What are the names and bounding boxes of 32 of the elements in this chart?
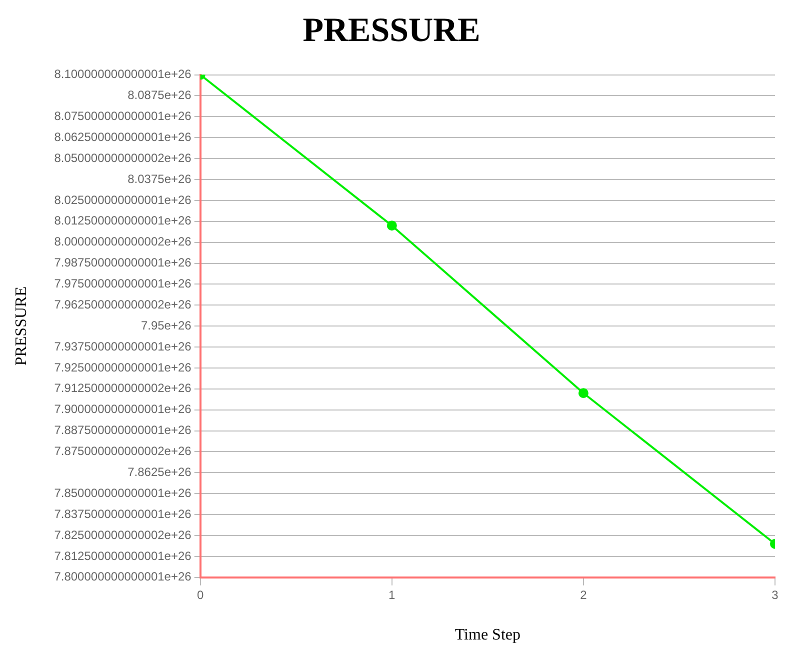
- y-tick-label: 8.025000000000001e+26: [54, 192, 192, 207]
- y-tick-label: 8.0875e+26: [128, 88, 192, 102]
- y-tick-label: 8.075000000000001e+26: [54, 108, 192, 123]
- y-tick-label: 7.800000000000001e+26: [54, 570, 192, 584]
- x-axis-title: Time Step: [454, 626, 520, 644]
- y-tick-label: 7.812500000000001e+26: [54, 548, 192, 563]
- y-tick-label: 8.012500000000001e+26: [54, 214, 192, 228]
- x-tick-label: 0: [197, 588, 204, 602]
- y-tick-label: 8.0375e+26: [128, 172, 192, 186]
- y-tick-label: 7.962500000000002e+26: [54, 297, 192, 312]
- y-tick-label: 8.050000000000002e+26: [54, 150, 192, 165]
- y-tick-label: 7.887500000000001e+26: [54, 423, 192, 438]
- chart-title: PRESSURE: [302, 12, 480, 50]
- y-tick-label: 7.825000000000002e+26: [54, 528, 192, 542]
- y-tick-label: 8.062500000000001e+26: [54, 130, 192, 144]
- y-tick-label: 7.925000000000001e+26: [54, 360, 192, 374]
- y-tick-label: 7.912500000000002e+26: [54, 381, 192, 396]
- x-tick-label: 1: [388, 588, 396, 602]
- y-tick-label: 7.850000000000001e+26: [54, 486, 192, 500]
- y-tick-label: 7.987500000000001e+26: [54, 256, 192, 270]
- y-tick-label: 8.100000000000001e+26: [54, 67, 192, 82]
- x-tick-label: 2: [580, 588, 588, 602]
- y-tick-label: 7.975000000000001e+26: [54, 276, 192, 291]
- y-tick-label: 7.937500000000001e+26: [54, 339, 192, 354]
- x-tick-label: 3: [772, 588, 779, 602]
- y-tick-label: 7.8625e+26: [128, 465, 192, 480]
- y-tick-label: 7.875000000000002e+26: [54, 444, 192, 458]
- y-axis-title: PRESSURE: [12, 286, 30, 366]
- y-tick-label: 7.900000000000001e+26: [54, 402, 192, 416]
- y-tick-label: 7.837500000000001e+26: [54, 506, 192, 521]
- y-tick-label: 8.000000000000002e+26: [54, 234, 192, 249]
- y-tick-label: 7.95e+26: [140, 318, 192, 332]
